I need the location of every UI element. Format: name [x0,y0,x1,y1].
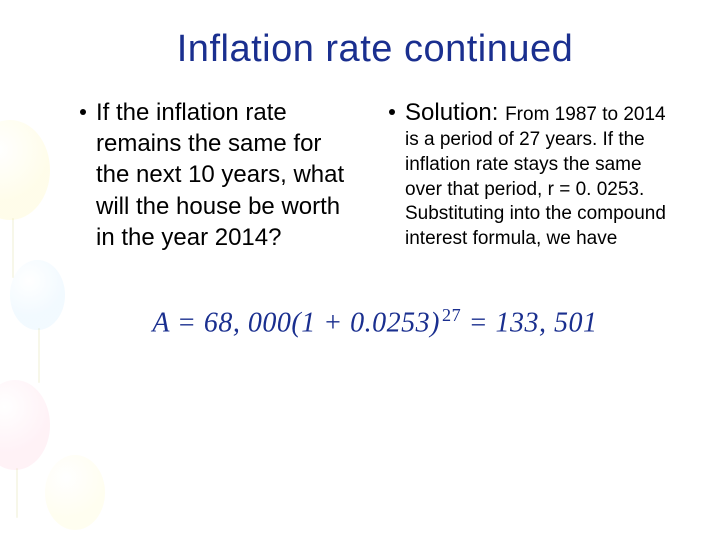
slide-title: Inflation rate continued [80,28,670,71]
bullet-dot-icon [80,109,86,115]
compound-interest-formula: A = 68, 000(1 + 0.0253)27 = 133, 501 [80,305,670,339]
solution-bullet: Solution: From 1987 to 2014 is a period … [389,97,670,252]
formula-lhs: A = 68, 000(1 + 0.0253) [152,307,440,338]
question-bullet: If the inflation rate remains the same f… [80,97,361,253]
right-column: Solution: From 1987 to 2014 is a period … [389,97,670,253]
left-column: If the inflation rate remains the same f… [80,97,361,253]
two-column-layout: If the inflation rate remains the same f… [80,97,670,253]
bullet-dot-icon [389,109,395,115]
solution-text: Solution: From 1987 to 2014 is a period … [405,97,670,252]
question-text: If the inflation rate remains the same f… [96,97,361,253]
formula-exponent: 27 [442,305,461,325]
solution-lead-label: Solution: [405,99,505,126]
slide-container: Inflation rate continued If the inflatio… [0,0,720,540]
formula-result: = 133, 501 [461,307,597,338]
